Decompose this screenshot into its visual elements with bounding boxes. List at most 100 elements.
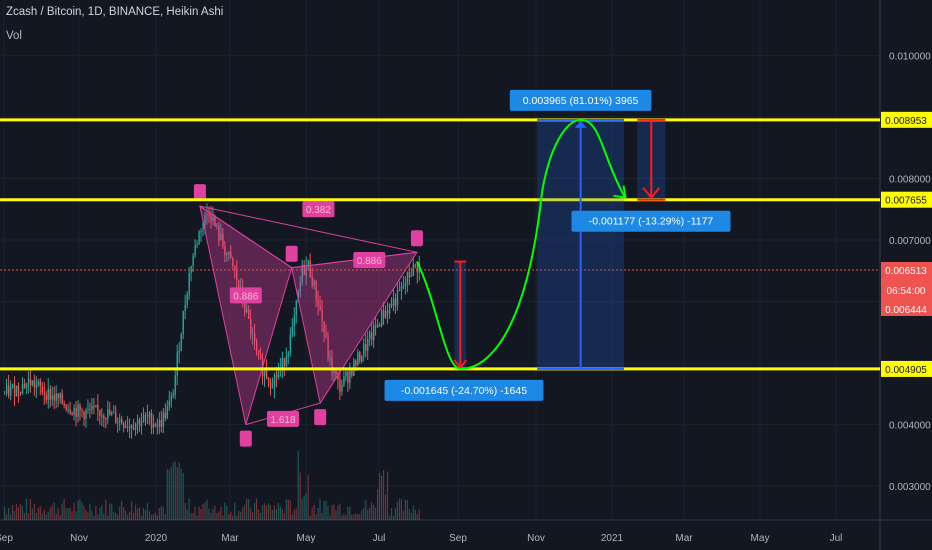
volume-bar (323, 500, 325, 520)
volume-bar (117, 514, 119, 520)
candle-body (111, 412, 113, 415)
volume-bar (162, 506, 164, 520)
candle-body (146, 415, 149, 417)
volume-bar (202, 504, 204, 520)
volume-bar (168, 469, 170, 520)
volume-bar (388, 515, 391, 520)
candle-body (180, 333, 182, 352)
volume-bar (345, 514, 347, 520)
candle-body (99, 410, 101, 416)
candle-body (212, 216, 214, 222)
volume-label: Vol (6, 30, 22, 42)
volume-bar (321, 512, 323, 520)
chart-title: Zcash / Bitcoin, 1D, BINANCE, Heikin Ash… (6, 6, 224, 18)
volume-bar (226, 506, 228, 520)
measure-label-up: 0.003965 (81.01%) 3965 (523, 95, 639, 107)
pattern-point-X (193, 184, 206, 201)
volume-bar (293, 509, 295, 520)
volume-bar (164, 513, 166, 520)
volume-bar (33, 503, 35, 520)
volume-bar (188, 498, 190, 520)
candle-body (228, 251, 230, 254)
candle-body (17, 385, 20, 392)
volume-bar (309, 515, 311, 520)
x-tick-label: 2021 (601, 533, 624, 544)
candle-body (347, 372, 349, 383)
volume-bar (297, 451, 299, 520)
candle-body (283, 358, 286, 366)
candle-body (234, 266, 236, 271)
volume-bar (265, 505, 268, 520)
volume-bar (339, 503, 341, 520)
projection-path (416, 118, 626, 370)
volume-bar (182, 473, 184, 520)
candle-body (394, 298, 397, 306)
volume-bar (246, 498, 248, 520)
candle-body (253, 333, 256, 341)
candle-body (128, 425, 131, 429)
volume-bar (180, 468, 182, 520)
candle-body (130, 425, 133, 428)
x-tick-label: Jul (373, 533, 386, 544)
candle-body (9, 387, 12, 396)
volume-bar (134, 504, 137, 520)
pattern-xd (199, 205, 418, 253)
measure-label-down-1: -0.001645 (-24.70%) -1645 (401, 385, 527, 397)
candle-body (206, 214, 208, 216)
candle-body (252, 333, 254, 335)
candle-body (190, 266, 192, 273)
x-tick-label: May (297, 533, 316, 544)
candle-body (404, 283, 407, 286)
volume-bar (49, 507, 51, 520)
candle-body (414, 264, 417, 266)
candle-body (123, 423, 125, 429)
volume-bar (303, 495, 305, 520)
x-tick-label: 2020 (145, 533, 168, 544)
volume-bar (109, 503, 111, 520)
volume-bar (144, 509, 147, 520)
volume-bar (287, 499, 289, 520)
candle-body (7, 385, 10, 396)
candle-body (182, 310, 184, 334)
candle-body (142, 415, 145, 422)
candle-body (214, 216, 216, 226)
candle-body (400, 286, 403, 292)
volume-bar (319, 498, 321, 520)
candle-body (101, 415, 103, 417)
candle-body (365, 344, 367, 351)
volume-bar (404, 499, 406, 520)
volume-bar (204, 502, 206, 520)
y-tick-label: 0.010000 (889, 51, 931, 62)
volume-bar (184, 503, 186, 520)
volume-bar (31, 508, 33, 520)
candle-body (73, 407, 75, 415)
level-tag-2 (881, 360, 932, 377)
volume-bar (132, 513, 135, 520)
pattern-point-A (239, 430, 252, 447)
volume-bar (313, 504, 315, 520)
volume-bar (412, 505, 414, 520)
volume-bar (206, 499, 208, 520)
volume-bar (289, 500, 291, 520)
candle-body (5, 385, 8, 394)
volume-bar (347, 507, 349, 520)
candle-body (363, 344, 365, 356)
candle-body (220, 234, 222, 241)
volume-bar (35, 512, 37, 520)
volume-bar (174, 461, 176, 520)
candle-body (134, 423, 137, 430)
measure-label-down-1-bg (384, 379, 544, 401)
candle-body (43, 392, 46, 395)
volume-bar (252, 512, 254, 520)
candle-body (390, 303, 393, 306)
volume-bar (400, 499, 402, 520)
candle-body (402, 285, 405, 287)
volume-bar (327, 505, 329, 520)
volume-bar (93, 515, 95, 520)
candle-body (378, 324, 381, 327)
candle-body (202, 223, 204, 232)
volume-bar (331, 504, 333, 520)
volume-bar (311, 507, 313, 520)
